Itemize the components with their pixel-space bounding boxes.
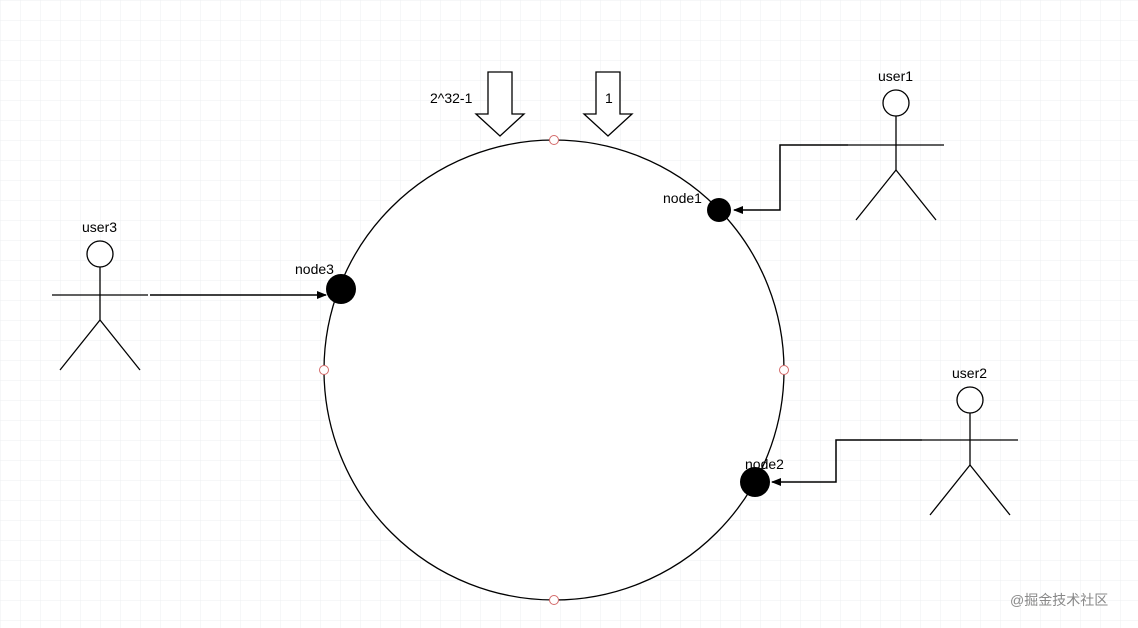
- node-node1: [707, 198, 731, 222]
- user-label-user2: user2: [952, 365, 987, 381]
- top-arrow-label-1: 1: [605, 90, 613, 106]
- watermark: @掘金技术社区: [1010, 590, 1108, 610]
- ring-marker-2: [550, 596, 559, 605]
- node-node3: [326, 274, 356, 304]
- node-label-node2: node2: [745, 456, 784, 472]
- ring-marker-0: [550, 136, 559, 145]
- ring-marker-3: [780, 366, 789, 375]
- user-label-user1: user1: [878, 68, 913, 84]
- node-label-node3: node3: [295, 261, 334, 277]
- top-arrow-label-0: 2^32-1: [430, 90, 472, 106]
- user-label-user3: user3: [82, 219, 117, 235]
- diagram-canvas: [0, 0, 1138, 628]
- node-label-node1: node1: [663, 190, 702, 206]
- user-head-user2: [957, 387, 983, 413]
- user-head-user1: [883, 90, 909, 116]
- user-head-user3: [87, 241, 113, 267]
- ring-marker-1: [320, 366, 329, 375]
